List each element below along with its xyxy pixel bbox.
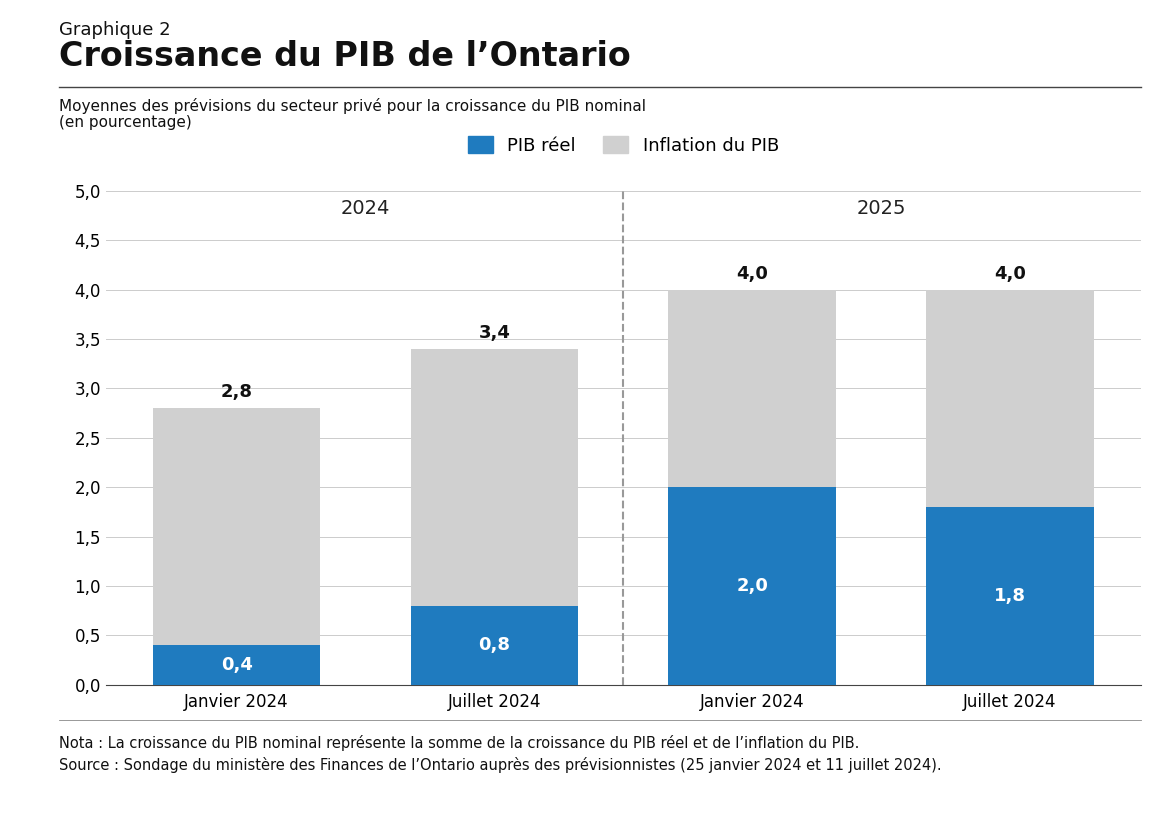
- Text: 0,8: 0,8: [479, 637, 510, 654]
- Text: 3,4: 3,4: [479, 324, 510, 342]
- Text: 4,0: 4,0: [994, 265, 1025, 283]
- Text: 4,0: 4,0: [736, 265, 768, 283]
- Text: 2,8: 2,8: [221, 383, 253, 401]
- Text: 2,0: 2,0: [736, 577, 768, 595]
- Text: Graphique 2: Graphique 2: [59, 21, 171, 39]
- Text: 2025: 2025: [856, 199, 906, 218]
- Bar: [410, 606, 579, 685]
- Text: Croissance du PIB de l’Ontario: Croissance du PIB de l’Ontario: [59, 40, 630, 73]
- Text: Nota : La croissance du PIB nominal représente la somme de la croissance du PIB : Nota : La croissance du PIB nominal repr…: [59, 735, 860, 750]
- Text: 1,8: 1,8: [994, 587, 1025, 605]
- Text: Source : Sondage du ministère des Finances de l’Ontario auprès des prévisionnist: Source : Sondage du ministère des Financ…: [59, 757, 942, 773]
- Bar: [668, 290, 836, 487]
- Text: 2024: 2024: [341, 199, 390, 218]
- Bar: [410, 349, 579, 606]
- Bar: [927, 290, 1094, 507]
- Bar: [927, 507, 1094, 685]
- Bar: [153, 408, 320, 645]
- Text: Moyennes des prévisions du secteur privé pour la croissance du PIB nominal: Moyennes des prévisions du secteur privé…: [59, 98, 646, 114]
- Legend: PIB réel, Inflation du PIB: PIB réel, Inflation du PIB: [468, 136, 779, 154]
- Bar: [668, 487, 836, 685]
- Text: 0,4: 0,4: [221, 656, 253, 674]
- Text: (en pourcentage): (en pourcentage): [59, 115, 192, 129]
- Bar: [153, 645, 320, 685]
